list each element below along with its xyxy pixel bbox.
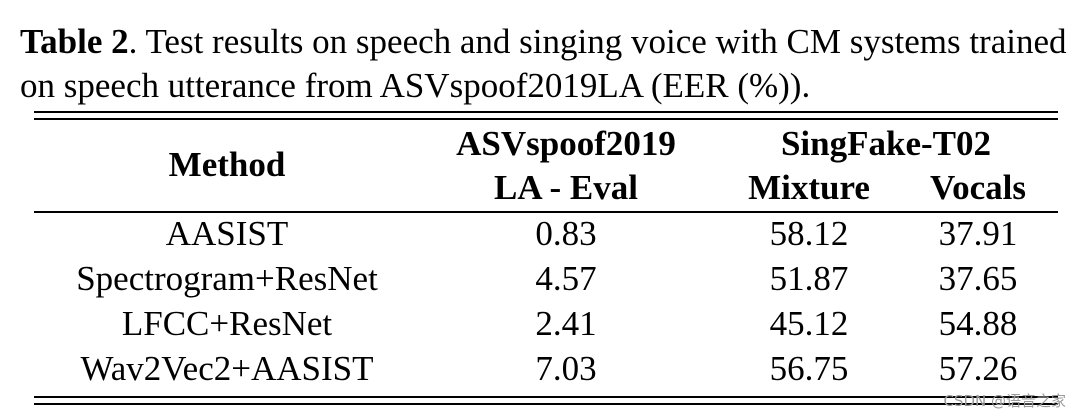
bottom-rule-upper — [34, 396, 1058, 398]
row-4-asvspoof: 7.03 — [535, 349, 597, 388]
row-2-method: Spectrogram+ResNet — [76, 259, 378, 298]
header-singfake-t02: SingFake-T02 — [780, 124, 992, 163]
row-4-vocals: 57.26 — [938, 349, 1018, 388]
row-1-vocals: 37.91 — [938, 214, 1018, 253]
row-2-asvspoof: 4.57 — [535, 259, 597, 298]
header-la-eval: LA - Eval — [494, 168, 638, 207]
header-rule — [34, 211, 1058, 213]
row-2-mixture: 51.87 — [769, 259, 849, 298]
table-caption: Table 2. Test results on speech and sing… — [20, 20, 1070, 108]
caption-text: . Test results on speech and singing voi… — [20, 22, 1067, 105]
header-vocals: Vocals — [930, 168, 1026, 207]
row-2-vocals: 37.65 — [938, 259, 1018, 298]
row-3-vocals: 54.88 — [938, 304, 1018, 343]
caption-label: Table 2 — [20, 22, 129, 61]
row-3-method: LFCC+ResNet — [121, 304, 333, 343]
row-1-method: AASIST — [165, 214, 289, 253]
bottom-rule-lower — [34, 403, 1058, 405]
row-1-asvspoof: 0.83 — [535, 214, 597, 253]
top-rule-upper — [34, 111, 1058, 113]
row-3-asvspoof: 2.41 — [535, 304, 597, 343]
row-4-method: Wav2Vec2+AASIST — [80, 349, 374, 388]
header-method: Method — [168, 145, 286, 184]
top-rule-lower — [34, 118, 1058, 120]
watermark: CSDN @语音之家 — [943, 392, 1066, 410]
header-asvspoof2019: ASVspoof2019 — [456, 124, 676, 163]
row-1-mixture: 58.12 — [769, 214, 849, 253]
row-4-mixture: 56.75 — [769, 349, 849, 388]
row-3-mixture: 45.12 — [769, 304, 849, 343]
header-mixture: Mixture — [748, 168, 870, 207]
